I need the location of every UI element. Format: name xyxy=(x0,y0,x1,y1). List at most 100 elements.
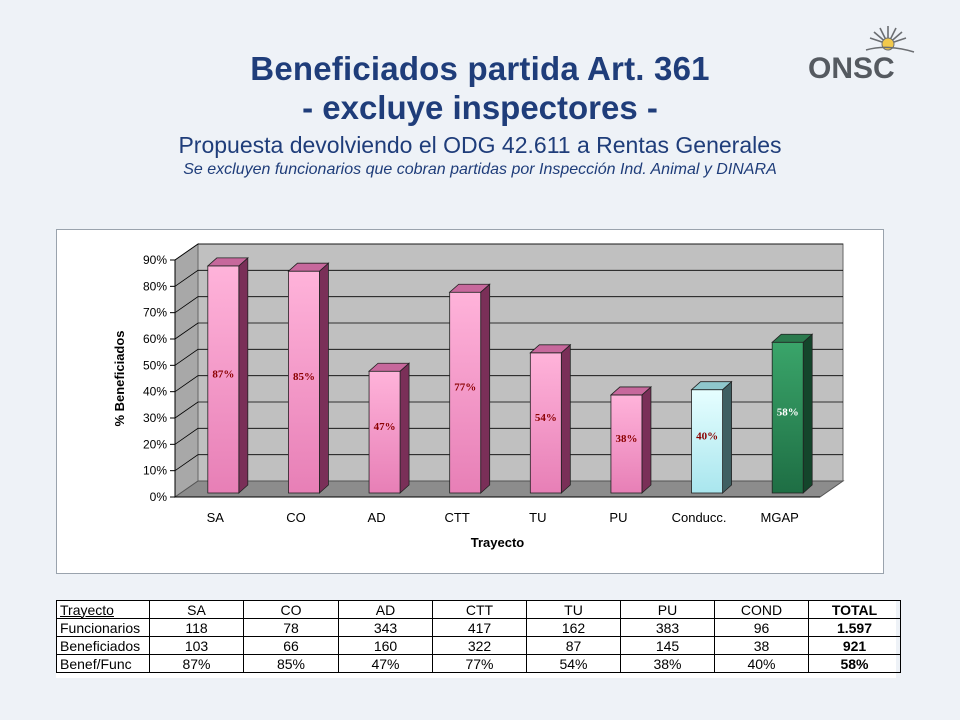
table-cell: 145 xyxy=(620,636,715,655)
table-cell: 54% xyxy=(526,654,621,673)
chart-side-wall xyxy=(174,243,199,498)
x-tick-label: SA xyxy=(207,510,225,525)
x-tick-label: PU xyxy=(609,510,627,525)
bar-side xyxy=(560,343,571,494)
gridline xyxy=(174,296,843,313)
data-label: 77% xyxy=(454,382,476,394)
bar-side xyxy=(238,257,249,494)
bar-side xyxy=(399,362,410,494)
y-tick-label: 70% xyxy=(143,306,167,320)
y-tick-label: 10% xyxy=(143,464,167,478)
bar xyxy=(771,341,804,494)
column-header: Trayecto xyxy=(56,600,150,619)
bar-side xyxy=(802,333,813,494)
page-note: Se excluyen funcionarios que cobran part… xyxy=(183,161,777,178)
x-tick-label: CO xyxy=(286,510,306,525)
column-header: TOTAL xyxy=(808,600,901,619)
column-header: CO xyxy=(243,600,339,619)
table-row: Funcionarios 118 78 343 417 162 383 96 1.597 xyxy=(56,618,901,637)
bar xyxy=(368,370,401,494)
table-cell: 383 xyxy=(620,618,715,637)
total-cell: 921 xyxy=(808,636,901,655)
row-label: Beneficiados xyxy=(56,636,150,655)
bar xyxy=(691,389,723,494)
sun-emblem-icon: ONSC xyxy=(808,26,915,85)
table-header-row: Trayecto SA CO AD CTT TU PU COND TOTAL xyxy=(56,600,901,619)
table-cell: 103 xyxy=(149,636,244,655)
bar-top xyxy=(287,262,330,272)
bar-top xyxy=(609,386,652,396)
bar xyxy=(529,352,562,494)
table-cell: 85% xyxy=(243,654,339,673)
table-cell: 78 xyxy=(243,618,339,637)
summary-table: Trayecto SA CO AD CTT TU PU COND TOTAL Funcionari… xyxy=(56,600,901,678)
bar-top xyxy=(771,333,814,343)
gridline xyxy=(174,375,843,392)
data-label: 40% xyxy=(696,430,718,442)
bar xyxy=(449,291,482,494)
bar-side xyxy=(319,262,329,494)
bar-chart: 0% 10% 20% 30% 40% 50% 60% 70% 80% 90% 87% SA 85% CO 4… xyxy=(112,243,845,550)
title-block: Beneficiados partida Art. 361 - excluye … xyxy=(0,50,960,180)
data-label: 38% xyxy=(615,433,637,445)
table-cell: 87% xyxy=(149,654,244,673)
bar-side xyxy=(641,386,652,494)
onsc-logo: ONSC xyxy=(806,22,926,88)
logo-text: ONSC xyxy=(808,52,895,85)
table-cell: 343 xyxy=(338,618,433,637)
chart-floor xyxy=(173,480,845,498)
table-cell: 322 xyxy=(432,636,527,655)
data-grid: Trayecto SA CO AD CTT TU PU COND TOTAL Funcionari… xyxy=(56,600,901,673)
data-label: 47% xyxy=(374,421,396,433)
gridline xyxy=(174,348,843,366)
bar xyxy=(207,265,240,494)
gridline xyxy=(174,322,843,340)
table-cell: 38 xyxy=(714,636,809,655)
bar-top xyxy=(206,257,249,267)
total-cell: 1.597 xyxy=(808,618,901,637)
y-tick-label: 50% xyxy=(143,358,167,372)
data-label: 54% xyxy=(535,412,557,424)
gridline xyxy=(174,243,843,261)
table-cell: 77% xyxy=(432,654,527,673)
column-header: COND xyxy=(714,600,809,619)
y-axis-title: % Beneficiados xyxy=(112,330,127,426)
gridline xyxy=(174,269,843,287)
total-cell: 58% xyxy=(808,654,901,673)
table-cell: 66 xyxy=(243,636,339,655)
y-tick-label: 30% xyxy=(143,411,167,425)
row-label: Funcionarios xyxy=(56,618,150,637)
table-cell: 118 xyxy=(149,618,244,637)
x-tick-label: Conducc. xyxy=(672,510,727,525)
x-tick-label: MGAP xyxy=(761,510,799,525)
table-row: Beneficiados 103 66 160 322 87 145 38 921 xyxy=(56,636,901,655)
column-header: TU xyxy=(526,600,621,619)
table-cell: 160 xyxy=(338,636,433,655)
table-cell: 96 xyxy=(714,618,809,637)
data-label: 85% xyxy=(293,371,315,383)
page-subtitle: Propuesta devolviendo el ODG 42.611 a Re… xyxy=(178,132,782,158)
chart-frame: 0% 10% 20% 30% 40% 50% 60% 70% 80% 90% 87% SA 85% CO 4… xyxy=(56,229,884,574)
table-row: Benef/Func 87% 85% 47% 77% 54% 38% 40% 58% xyxy=(56,654,901,673)
column-header: PU xyxy=(620,600,715,619)
bar-side xyxy=(480,283,491,494)
table-cell: 162 xyxy=(526,618,621,637)
data-label: 58% xyxy=(777,407,799,419)
y-tick-label: 40% xyxy=(143,385,167,399)
bar-side xyxy=(722,380,732,494)
x-axis-title: Trayecto xyxy=(471,535,525,550)
column-header: CTT xyxy=(432,600,527,619)
page-title-line2: - excluye inspectores - xyxy=(302,89,658,126)
table-cell: 40% xyxy=(714,654,809,673)
bar xyxy=(288,270,320,494)
x-tick-label: CTT xyxy=(445,510,470,525)
column-header: AD xyxy=(338,600,433,619)
row-label: Benef/Func xyxy=(56,654,150,673)
bar-top xyxy=(368,362,411,372)
y-tick-label: 0% xyxy=(150,490,168,504)
table-cell: 87 xyxy=(526,636,621,655)
x-tick-label: TU xyxy=(529,510,546,525)
page-title: Beneficiados partida Art. 361 xyxy=(250,50,710,87)
table-cell: 38% xyxy=(620,654,715,673)
y-tick-label: 80% xyxy=(143,279,167,293)
